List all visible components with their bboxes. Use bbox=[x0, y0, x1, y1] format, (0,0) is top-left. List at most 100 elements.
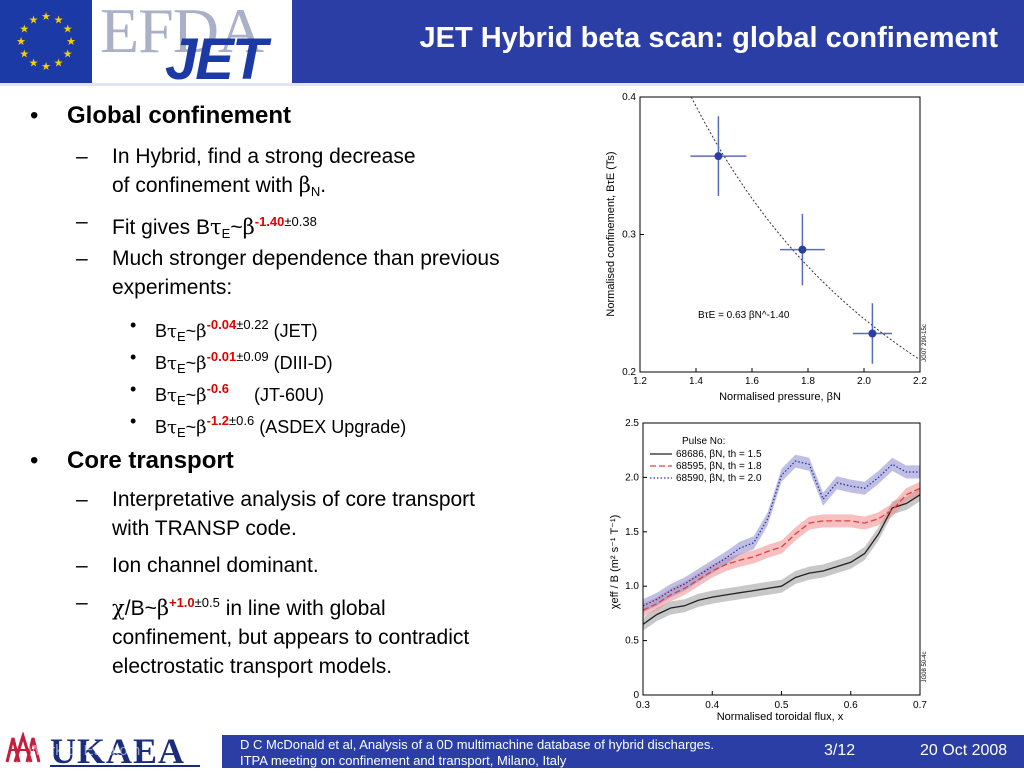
scaling-exponent: -0.6 bbox=[206, 381, 229, 396]
data-point bbox=[852, 303, 892, 364]
dash: – bbox=[76, 488, 88, 511]
subscript-e: E bbox=[176, 393, 186, 408]
eu-star-icon: ★ bbox=[63, 49, 73, 61]
sub-bullet-text: Ion channel dominant. bbox=[112, 554, 319, 577]
legend-entry: 68595, βN, th = 1.8 bbox=[676, 461, 762, 472]
data-point bbox=[780, 213, 825, 286]
chi-exponent: +1.0 bbox=[168, 595, 195, 610]
bullet-dot: • bbox=[30, 447, 39, 474]
eu-star-icon: ★ bbox=[63, 24, 73, 36]
scaling-text: BτE~β-0.6 (JT-60U) bbox=[155, 381, 325, 408]
transport-chart: 0.3 0.4 0.5 0.6 0.7 0 0.5 1.0 1.5 2.0 2.5 Pulse No… bbox=[590, 412, 930, 730]
beta-symbol: β bbox=[196, 353, 207, 374]
scaling-exponent: -0.01 bbox=[206, 349, 237, 364]
eu-stars-icon: ★ ★★★★★★★★★★★ bbox=[16, 11, 76, 73]
x-tick-label: 1.6 bbox=[745, 376, 759, 387]
bullet-dot: • bbox=[30, 102, 39, 129]
scaling-text: BτE~β-0.01±0.09 (DIII-D) bbox=[155, 349, 333, 376]
scaling-error: ±0.09 bbox=[236, 349, 269, 364]
y-tick-label: 2.0 bbox=[625, 472, 639, 483]
scaling-exponent: -1.2 bbox=[206, 413, 229, 428]
scaling-text: BτE~β-0.04±0.22 (JET) bbox=[155, 317, 318, 344]
fit-error: ±0.38 bbox=[284, 214, 317, 229]
beta-symbol: β bbox=[196, 385, 207, 406]
bullet-text: Core transport bbox=[67, 447, 234, 474]
beta-symbol: β bbox=[242, 215, 255, 239]
series-line bbox=[642, 487, 921, 611]
x-tick-label: 0.3 bbox=[636, 700, 650, 711]
confinement-chart: 1.2 1.4 1.6 1.8 2.0 2.2 0.2 0.3 0.4 BτE = 0.63 β… bbox=[590, 88, 930, 408]
chi-symbol: χ bbox=[112, 596, 125, 620]
ukaea-crest-icon bbox=[3, 730, 43, 768]
y-tick-label: 0.2 bbox=[622, 367, 636, 378]
subscript-e: E bbox=[176, 425, 186, 440]
footer-date: 20 Oct 2008 bbox=[920, 742, 1008, 759]
x-tick-label: 0.5 bbox=[775, 700, 789, 711]
x-axis-label: Normalised pressure, βN bbox=[719, 391, 841, 403]
legend-title: Pulse No: bbox=[682, 436, 725, 447]
eu-flag-icon: ★ ★ ★ ★ ★ ★ ★ ★ ★ ★ ★ ★ bbox=[0, 0, 92, 83]
eu-star-icon: ★ bbox=[54, 58, 64, 70]
scaling-error: ±0.22 bbox=[236, 317, 269, 332]
tau-symbol: τ bbox=[167, 417, 177, 438]
watermark: Work of Euratom bbox=[28, 742, 141, 759]
beta-symbol: β bbox=[196, 417, 207, 438]
sub-bullet-text: Interpretative analysis of core transpor… bbox=[112, 488, 476, 540]
dash: – bbox=[76, 145, 88, 168]
footer-bar: D C McDonald et al, Analysis of a 0D mul… bbox=[222, 735, 1024, 768]
x-tick-label: 0.4 bbox=[705, 700, 719, 711]
data-marker bbox=[868, 329, 877, 338]
subscript-e: E bbox=[221, 226, 231, 241]
x-tick-label: 2.2 bbox=[913, 376, 927, 387]
x-axis-label: Normalised toroidal flux, x bbox=[717, 711, 844, 723]
error-band bbox=[643, 481, 920, 617]
chi-error: ±0.5 bbox=[194, 595, 220, 610]
jet-logo-text: JET bbox=[165, 27, 267, 83]
scaling-exponent: -0.04 bbox=[206, 317, 237, 332]
subscript-e: E bbox=[176, 361, 186, 376]
text-line-1: In Hybrid, find a strong decrease bbox=[112, 145, 416, 168]
scaling-error: ±0.6 bbox=[228, 413, 255, 428]
tilde: ~ bbox=[230, 216, 243, 239]
dash: – bbox=[76, 554, 88, 577]
ukaea-emblem-icon bbox=[3, 730, 43, 768]
confinement-chart-svg: 1.2 1.4 1.6 1.8 2.0 2.2 0.2 0.3 0.4 BτE = 0.63 β… bbox=[605, 92, 928, 403]
fit-label: BτE = 0.63 βN^-1.40 bbox=[698, 310, 790, 321]
ukaea-logo: UKAEA bbox=[0, 730, 222, 771]
y-tick-label: 0.5 bbox=[625, 636, 639, 647]
text-line-2: of confinement with bbox=[112, 174, 299, 197]
y-axis-label: χeff / B (m² s⁻¹ T⁻¹) bbox=[609, 515, 621, 610]
subscript-n: N bbox=[310, 184, 321, 199]
bullet-text: Global confinement bbox=[67, 102, 292, 129]
tau-symbol: τ bbox=[167, 353, 177, 374]
eu-star-icon: ★ bbox=[19, 24, 29, 36]
y-tick-label: 2.5 bbox=[625, 418, 639, 429]
tau-symbol: τ bbox=[167, 321, 177, 342]
beta-symbol: β bbox=[196, 321, 207, 342]
legend-entry: 68686, βN, th = 1.5 bbox=[676, 449, 762, 460]
transport-chart-svg: 0.3 0.4 0.5 0.6 0.7 0 0.5 1.0 1.5 2.0 2.5 Pulse No… bbox=[609, 418, 928, 723]
sub-bullet-text: In Hybrid, find a strong decrease of con… bbox=[112, 142, 502, 206]
sub-bullet-text: Fit gives BτE~β-1.40±0.38 bbox=[112, 207, 502, 248]
data-point bbox=[690, 116, 747, 196]
x-tick-label: 0.7 bbox=[913, 700, 927, 711]
eu-star-icon: ★ bbox=[54, 14, 64, 26]
y-tick-label: 0.3 bbox=[622, 230, 636, 241]
tau-symbol: τ bbox=[167, 385, 177, 406]
y-tick-label: 1.5 bbox=[625, 527, 639, 538]
efda-jet-logo: ★ ★ ★ ★ ★ ★ ★ ★ ★ ★ ★ ★ EFDA JET bbox=[0, 0, 292, 83]
fit-prefix: Fit gives B bbox=[112, 216, 211, 239]
beta-symbol: β bbox=[156, 596, 169, 620]
eu-star-icon: ★ bbox=[66, 36, 76, 48]
slide-title: JET Hybrid beta scan: global confinement bbox=[419, 22, 999, 54]
eu-star-icon: ★ bbox=[29, 14, 39, 26]
eu-star-icon: ★ bbox=[16, 36, 26, 48]
plot-frame bbox=[639, 96, 921, 373]
period: . bbox=[320, 174, 327, 197]
fit-curve bbox=[690, 96, 921, 361]
ukaea-underline bbox=[50, 765, 200, 767]
data-marker bbox=[798, 245, 807, 254]
y-tick-label: 0.4 bbox=[622, 92, 636, 103]
eu-star-icon: ★ bbox=[41, 11, 51, 23]
x-tick-label: 1.4 bbox=[689, 376, 703, 387]
